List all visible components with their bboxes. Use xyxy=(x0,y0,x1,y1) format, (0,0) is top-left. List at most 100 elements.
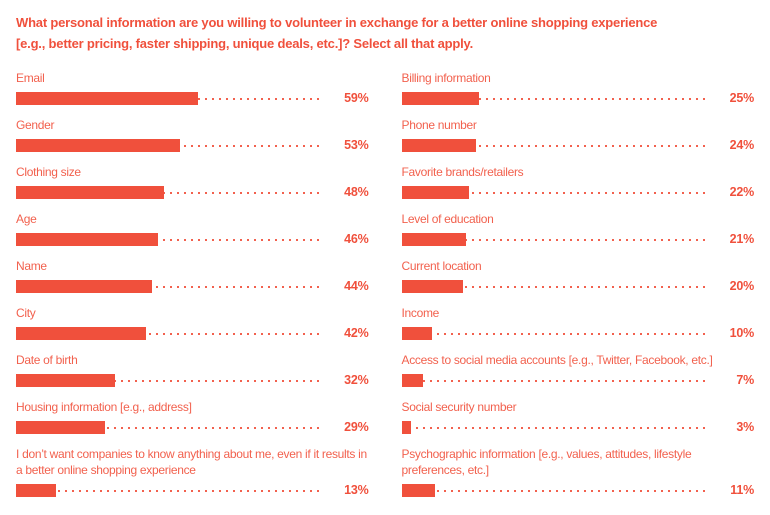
bar xyxy=(401,483,436,497)
bar-track xyxy=(16,185,325,199)
bar-row: Name 44% xyxy=(16,258,369,293)
bar xyxy=(401,232,467,246)
bar-track xyxy=(401,373,711,387)
bar-row: Current location 20% xyxy=(401,258,755,294)
bar-value: 13% xyxy=(344,483,369,498)
bar-label: Access to social media accounts [e.g., T… xyxy=(401,352,713,367)
leader-dots xyxy=(16,285,323,288)
leader-dots xyxy=(16,379,323,382)
bar-label: Age xyxy=(16,211,37,226)
bar-value: 11% xyxy=(730,483,754,498)
bar-label: Social security number xyxy=(401,399,517,414)
bar-label: Psychographic information [e.g., values,… xyxy=(401,446,692,477)
leader-dots xyxy=(401,191,708,194)
bar-track xyxy=(401,185,711,199)
bar-label: Gender xyxy=(16,117,55,132)
bar-row: Psychographic information [e.g., values,… xyxy=(401,446,754,498)
bar-track xyxy=(16,232,325,246)
bar xyxy=(16,279,152,293)
leader-dots xyxy=(401,379,708,382)
leader-dots xyxy=(16,426,323,429)
bar-value: 46% xyxy=(344,232,369,247)
leader-dots xyxy=(401,144,708,147)
bar-track xyxy=(16,326,325,340)
leader-dots xyxy=(401,332,708,335)
bar-track xyxy=(16,138,325,152)
leader-dots xyxy=(16,191,323,194)
bar-value: 3% xyxy=(736,420,754,435)
bar xyxy=(16,373,115,387)
bar-value: 32% xyxy=(344,373,369,388)
leader-dots xyxy=(401,285,708,288)
bar-value: 10% xyxy=(729,326,755,341)
bar-label: Billing information xyxy=(401,70,491,85)
bar-track xyxy=(16,420,325,434)
bar-row: Billing information 25% xyxy=(401,70,755,106)
bar-value: 29% xyxy=(344,420,369,435)
bar-value: 7% xyxy=(736,373,754,388)
bar-label: Email xyxy=(16,70,45,85)
bar-row: Access to social media accounts [e.g., T… xyxy=(401,352,754,388)
bar-value: 59% xyxy=(344,91,369,106)
bar-label: Phone number xyxy=(401,117,477,132)
bar-row: Income 10% xyxy=(401,305,755,341)
bar-track xyxy=(16,373,325,387)
bar xyxy=(16,420,106,434)
bar-value: 48% xyxy=(344,185,369,200)
bar xyxy=(16,483,57,497)
bar xyxy=(16,138,180,152)
leader-dots xyxy=(16,489,323,492)
chart-title: What personal information are you willin… xyxy=(16,15,658,51)
bar xyxy=(401,279,464,293)
bar-value: 21% xyxy=(729,232,755,247)
bar-track xyxy=(401,279,711,293)
bar-track xyxy=(401,91,711,105)
chart-columns: Email 59% Gender 53% Clothing size 48% A… xyxy=(16,70,754,509)
bar-value: 20% xyxy=(729,279,755,294)
bar-row: Age 46% xyxy=(16,211,369,246)
chart-column-right: Billing information 25% Phone number 24%… xyxy=(401,70,755,509)
leader-dots xyxy=(401,489,708,492)
bar-row: Clothing size 48% xyxy=(16,164,369,199)
bar-label: Name xyxy=(16,258,47,273)
bar-label: I don’t want companies to know anything … xyxy=(16,446,367,477)
leader-dots xyxy=(401,426,708,429)
bar xyxy=(16,91,198,105)
bar-label: Current location xyxy=(401,258,482,273)
bar-value: 53% xyxy=(344,138,369,153)
bar xyxy=(401,138,476,152)
bar-label: Clothing size xyxy=(16,164,81,179)
bar-track xyxy=(401,232,711,246)
bar-track xyxy=(401,483,711,497)
bar-row: Social security number 3% xyxy=(401,399,754,435)
bar-value: 22% xyxy=(729,185,755,200)
bar-row: City 42% xyxy=(16,305,369,340)
bar-row: Gender 53% xyxy=(16,117,369,152)
bar-label: Date of birth xyxy=(16,352,78,367)
bar-row: Favorite brands/retailers 22% xyxy=(401,164,755,200)
bar-label: City xyxy=(16,305,36,320)
bar-label: Level of education xyxy=(401,211,494,226)
bar xyxy=(16,326,146,340)
leader-dots xyxy=(16,332,323,335)
bar-track xyxy=(16,483,325,497)
bar-value: 42% xyxy=(344,326,369,341)
bar-value: 24% xyxy=(729,138,755,153)
bar-label: Income xyxy=(401,305,440,320)
bar-track xyxy=(16,279,325,293)
bar-row: Email 59% xyxy=(16,70,369,105)
bar-track xyxy=(401,138,711,152)
bar-row: I don’t want companies to know anything … xyxy=(16,446,369,497)
leader-dots xyxy=(401,238,708,241)
bar-row: Phone number 24% xyxy=(401,117,755,153)
bar-value: 25% xyxy=(729,91,755,106)
bar-row: Date of birth 32% xyxy=(16,352,369,387)
leader-dots xyxy=(16,238,323,241)
leader-dots xyxy=(401,97,708,100)
bar-row: Level of education 21% xyxy=(401,211,755,247)
chart-column-left: Email 59% Gender 53% Clothing size 48% A… xyxy=(16,70,369,509)
bar xyxy=(16,185,165,199)
bar-row: Housing information [e.g., address] 29% xyxy=(16,399,369,434)
bar-track xyxy=(401,326,711,340)
